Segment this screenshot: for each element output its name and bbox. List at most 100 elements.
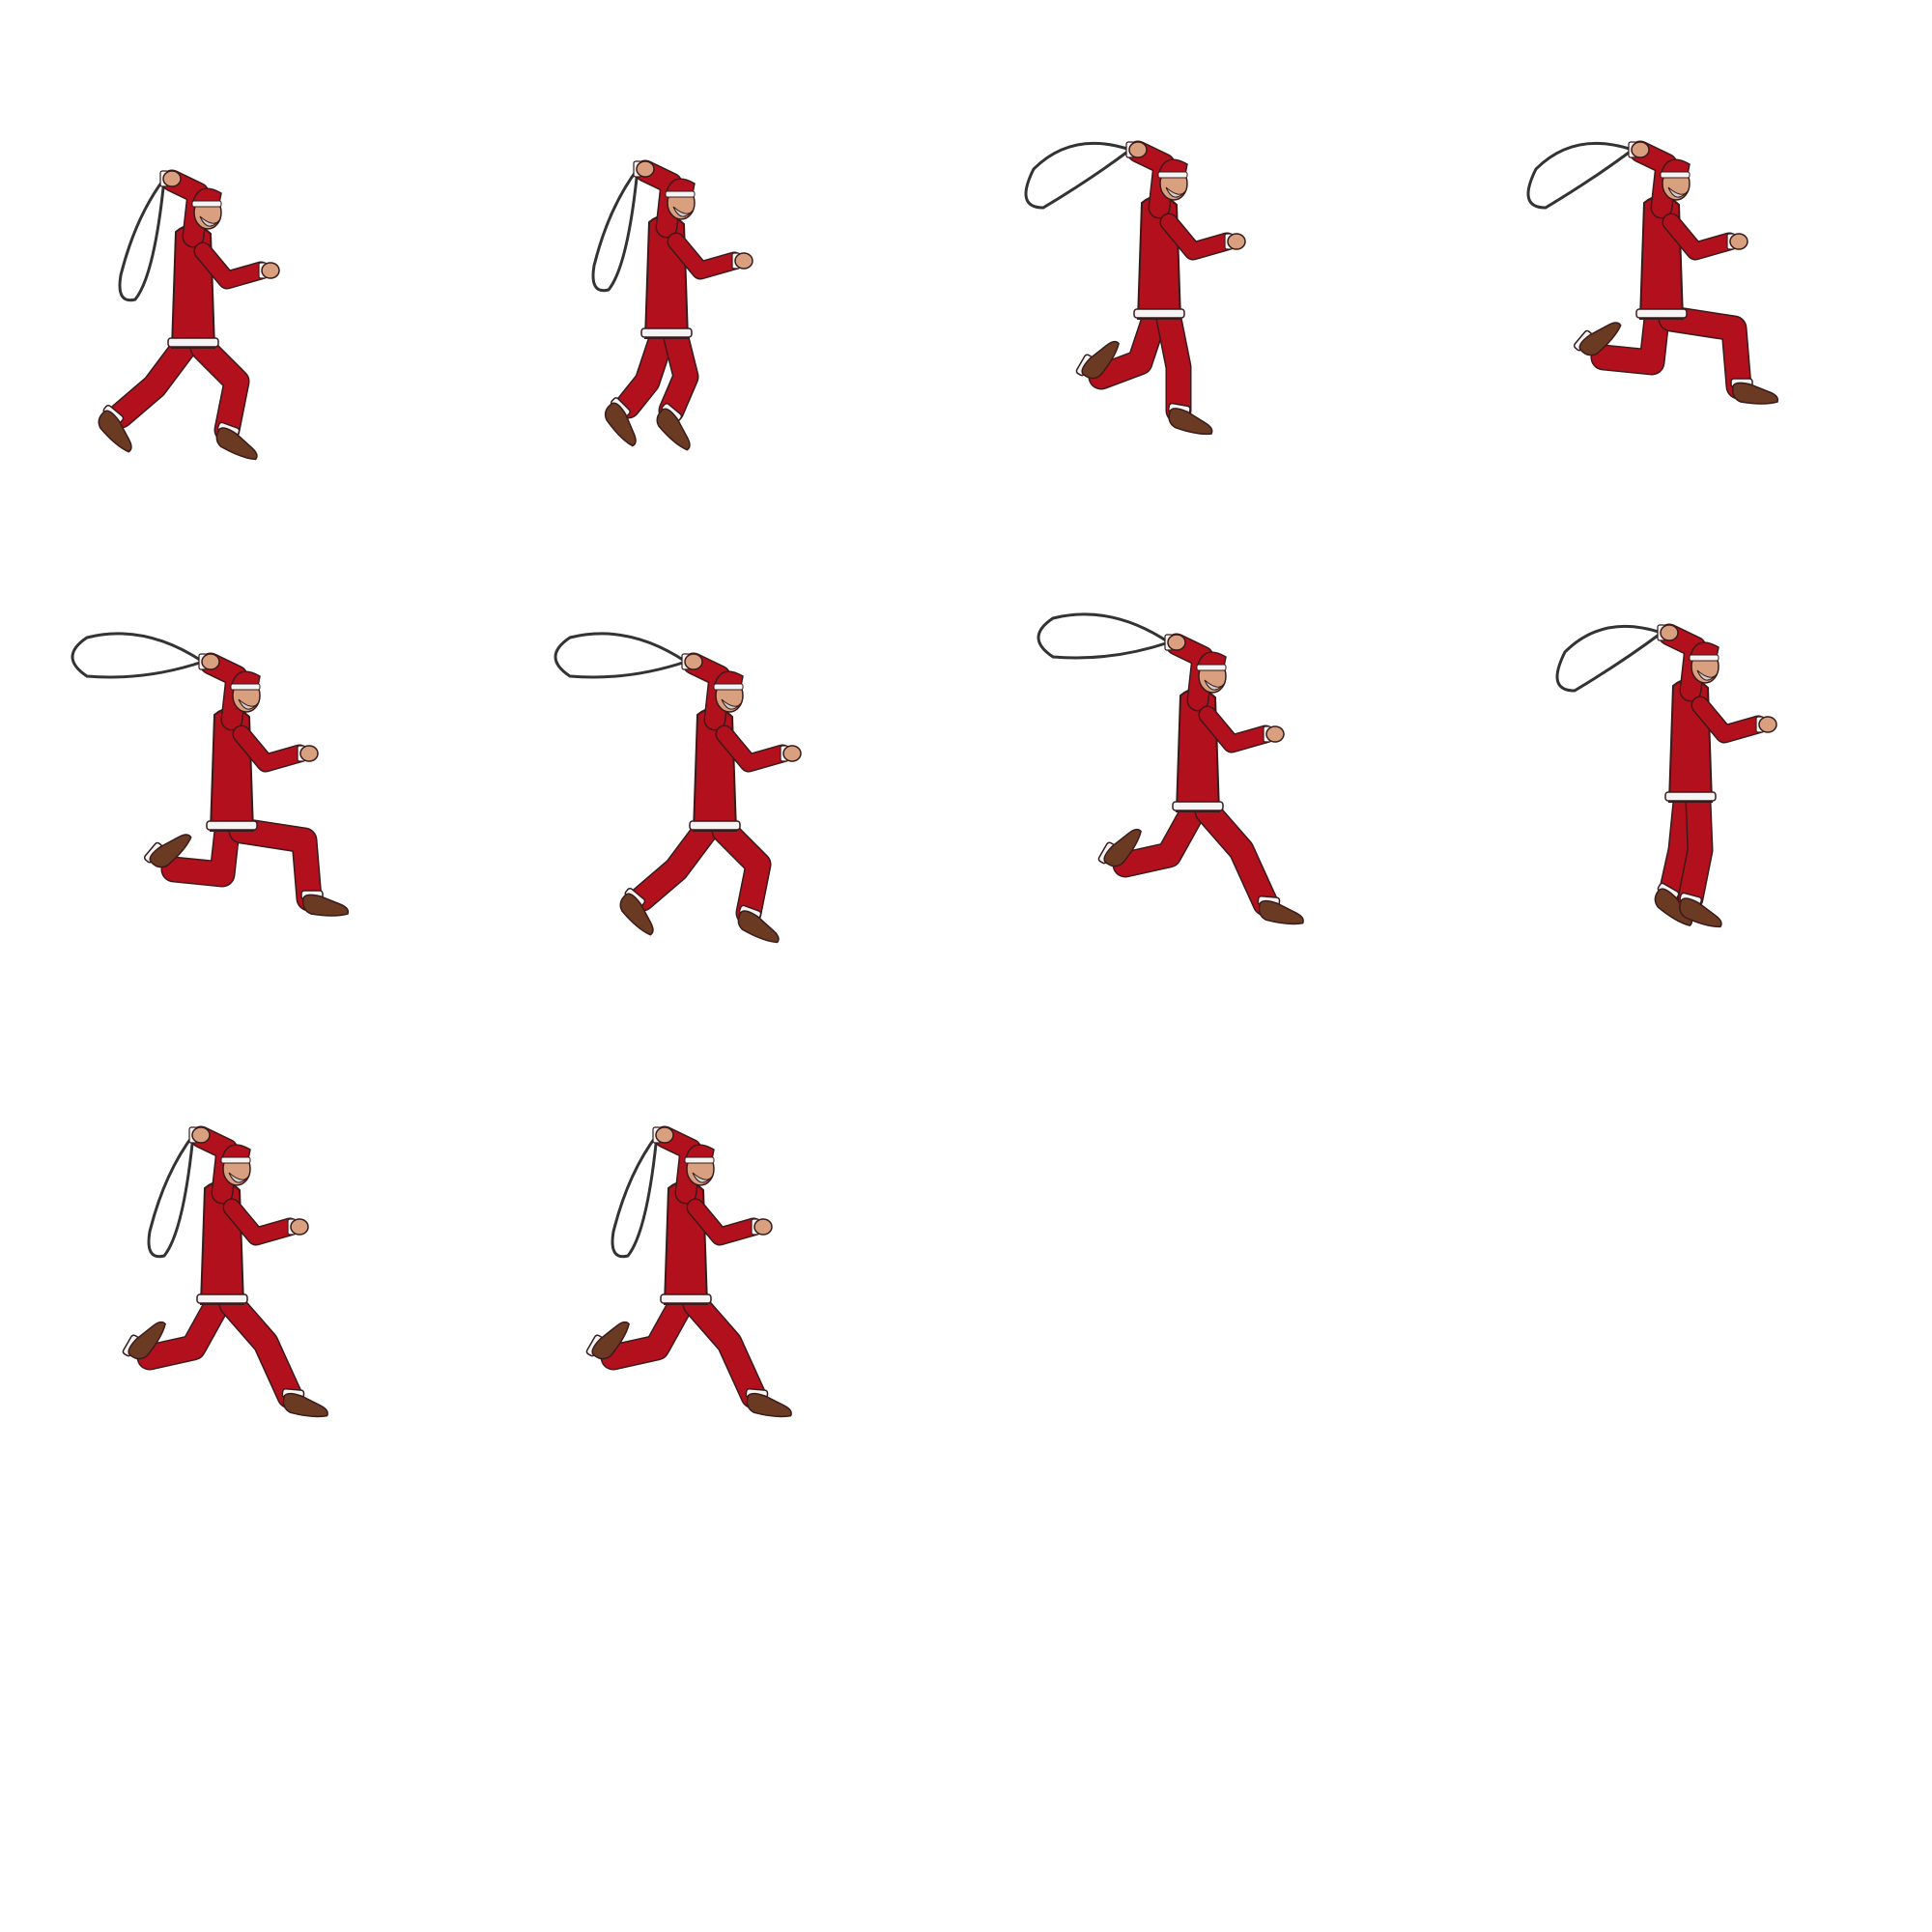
hat-trim (713, 683, 744, 691)
beard (1165, 186, 1186, 198)
beard (672, 206, 694, 217)
sack (1024, 141, 1131, 210)
leg-back (1592, 307, 1668, 374)
boot-back (1573, 322, 1622, 356)
leg-back (616, 327, 673, 417)
sprite-frame-2 (591, 159, 753, 451)
head (1196, 651, 1227, 694)
sprite-frame-7 (1037, 612, 1304, 925)
sprite-frame-9 (122, 1125, 328, 1418)
hat-trim (1157, 171, 1188, 179)
sprite-frame-3 (1024, 140, 1246, 436)
head (191, 187, 222, 230)
sprite-frame-10 (585, 1125, 792, 1418)
hand-front (1729, 233, 1748, 250)
sprite-frame-4 (1526, 140, 1779, 405)
head (220, 1144, 251, 1186)
leg-back (1660, 790, 1697, 905)
leg-back (109, 336, 195, 427)
belt-trim (689, 820, 741, 831)
hat-trim (1660, 171, 1690, 179)
leg-front (713, 819, 770, 924)
sprite-frame-1 (98, 169, 280, 461)
hand-front (753, 1218, 773, 1236)
hat-trim (684, 1156, 715, 1164)
leg-back (631, 819, 717, 910)
sack (118, 178, 166, 302)
sack (591, 168, 639, 293)
boot-front (1730, 378, 1779, 405)
sack (1037, 612, 1170, 660)
hand-raised (1167, 634, 1186, 651)
arm-front (1692, 697, 1766, 742)
beard (721, 698, 742, 710)
hand-front (1265, 725, 1285, 743)
beard (199, 215, 220, 227)
arm-front (717, 726, 790, 771)
boot-front (745, 1388, 792, 1418)
head (1689, 641, 1719, 684)
leg-front (684, 1293, 765, 1407)
boot-front (737, 904, 780, 944)
hand-front (1758, 716, 1777, 733)
boot-front (1257, 895, 1304, 925)
hand-front (734, 252, 753, 270)
boot-front (215, 421, 258, 461)
belt-trim (1664, 791, 1717, 802)
hand-front (290, 1218, 309, 1236)
arm-front (668, 234, 742, 278)
leg-back (602, 1293, 693, 1369)
boot-back (585, 1321, 630, 1360)
leg-front (1660, 307, 1750, 398)
beard (692, 1172, 713, 1183)
hand-raised (684, 653, 703, 670)
hand-raised (162, 170, 182, 187)
beard (1667, 186, 1689, 198)
hat-trim (191, 200, 222, 208)
hand-raised (1660, 624, 1679, 641)
leg-front (1157, 307, 1190, 422)
sack (1526, 141, 1634, 210)
leg-front (1679, 790, 1712, 910)
sack (1555, 624, 1662, 693)
belt-trim (660, 1293, 712, 1304)
head (230, 670, 261, 713)
boot-front (1679, 892, 1722, 928)
boot-back (122, 1321, 166, 1360)
leg-back (1114, 800, 1205, 876)
boot-back (98, 404, 132, 453)
sack (71, 632, 204, 679)
belt-trim (640, 327, 693, 338)
beard (238, 698, 259, 710)
leg-back (162, 819, 239, 886)
beard (1696, 669, 1718, 681)
beard (1204, 679, 1225, 691)
sack (611, 1134, 659, 1259)
belt-trim (196, 1293, 248, 1304)
boot-back (619, 887, 654, 936)
head (713, 670, 744, 713)
arm-front (1663, 214, 1737, 259)
hat-trim (220, 1156, 251, 1164)
belt-trim (206, 820, 258, 831)
leg-back (1090, 307, 1166, 388)
hat-trim (665, 190, 696, 198)
arm-front (688, 1200, 761, 1244)
leg-front (220, 1293, 301, 1407)
hand-front (1227, 233, 1246, 250)
leg-front (1196, 800, 1277, 915)
hand-front (261, 262, 280, 279)
arm-front (195, 243, 269, 288)
sack (147, 1134, 195, 1259)
boot-front (1167, 402, 1213, 436)
leg-back (138, 1293, 229, 1369)
hand-front (782, 745, 802, 762)
hand-raised (1631, 141, 1650, 158)
leg-front (191, 336, 248, 441)
hand-front (299, 745, 319, 762)
belt-trim (1172, 801, 1224, 811)
boot-back (143, 834, 192, 868)
hand-raised (191, 1126, 211, 1144)
hand-raised (1128, 141, 1148, 158)
hat-trim (1196, 664, 1227, 671)
